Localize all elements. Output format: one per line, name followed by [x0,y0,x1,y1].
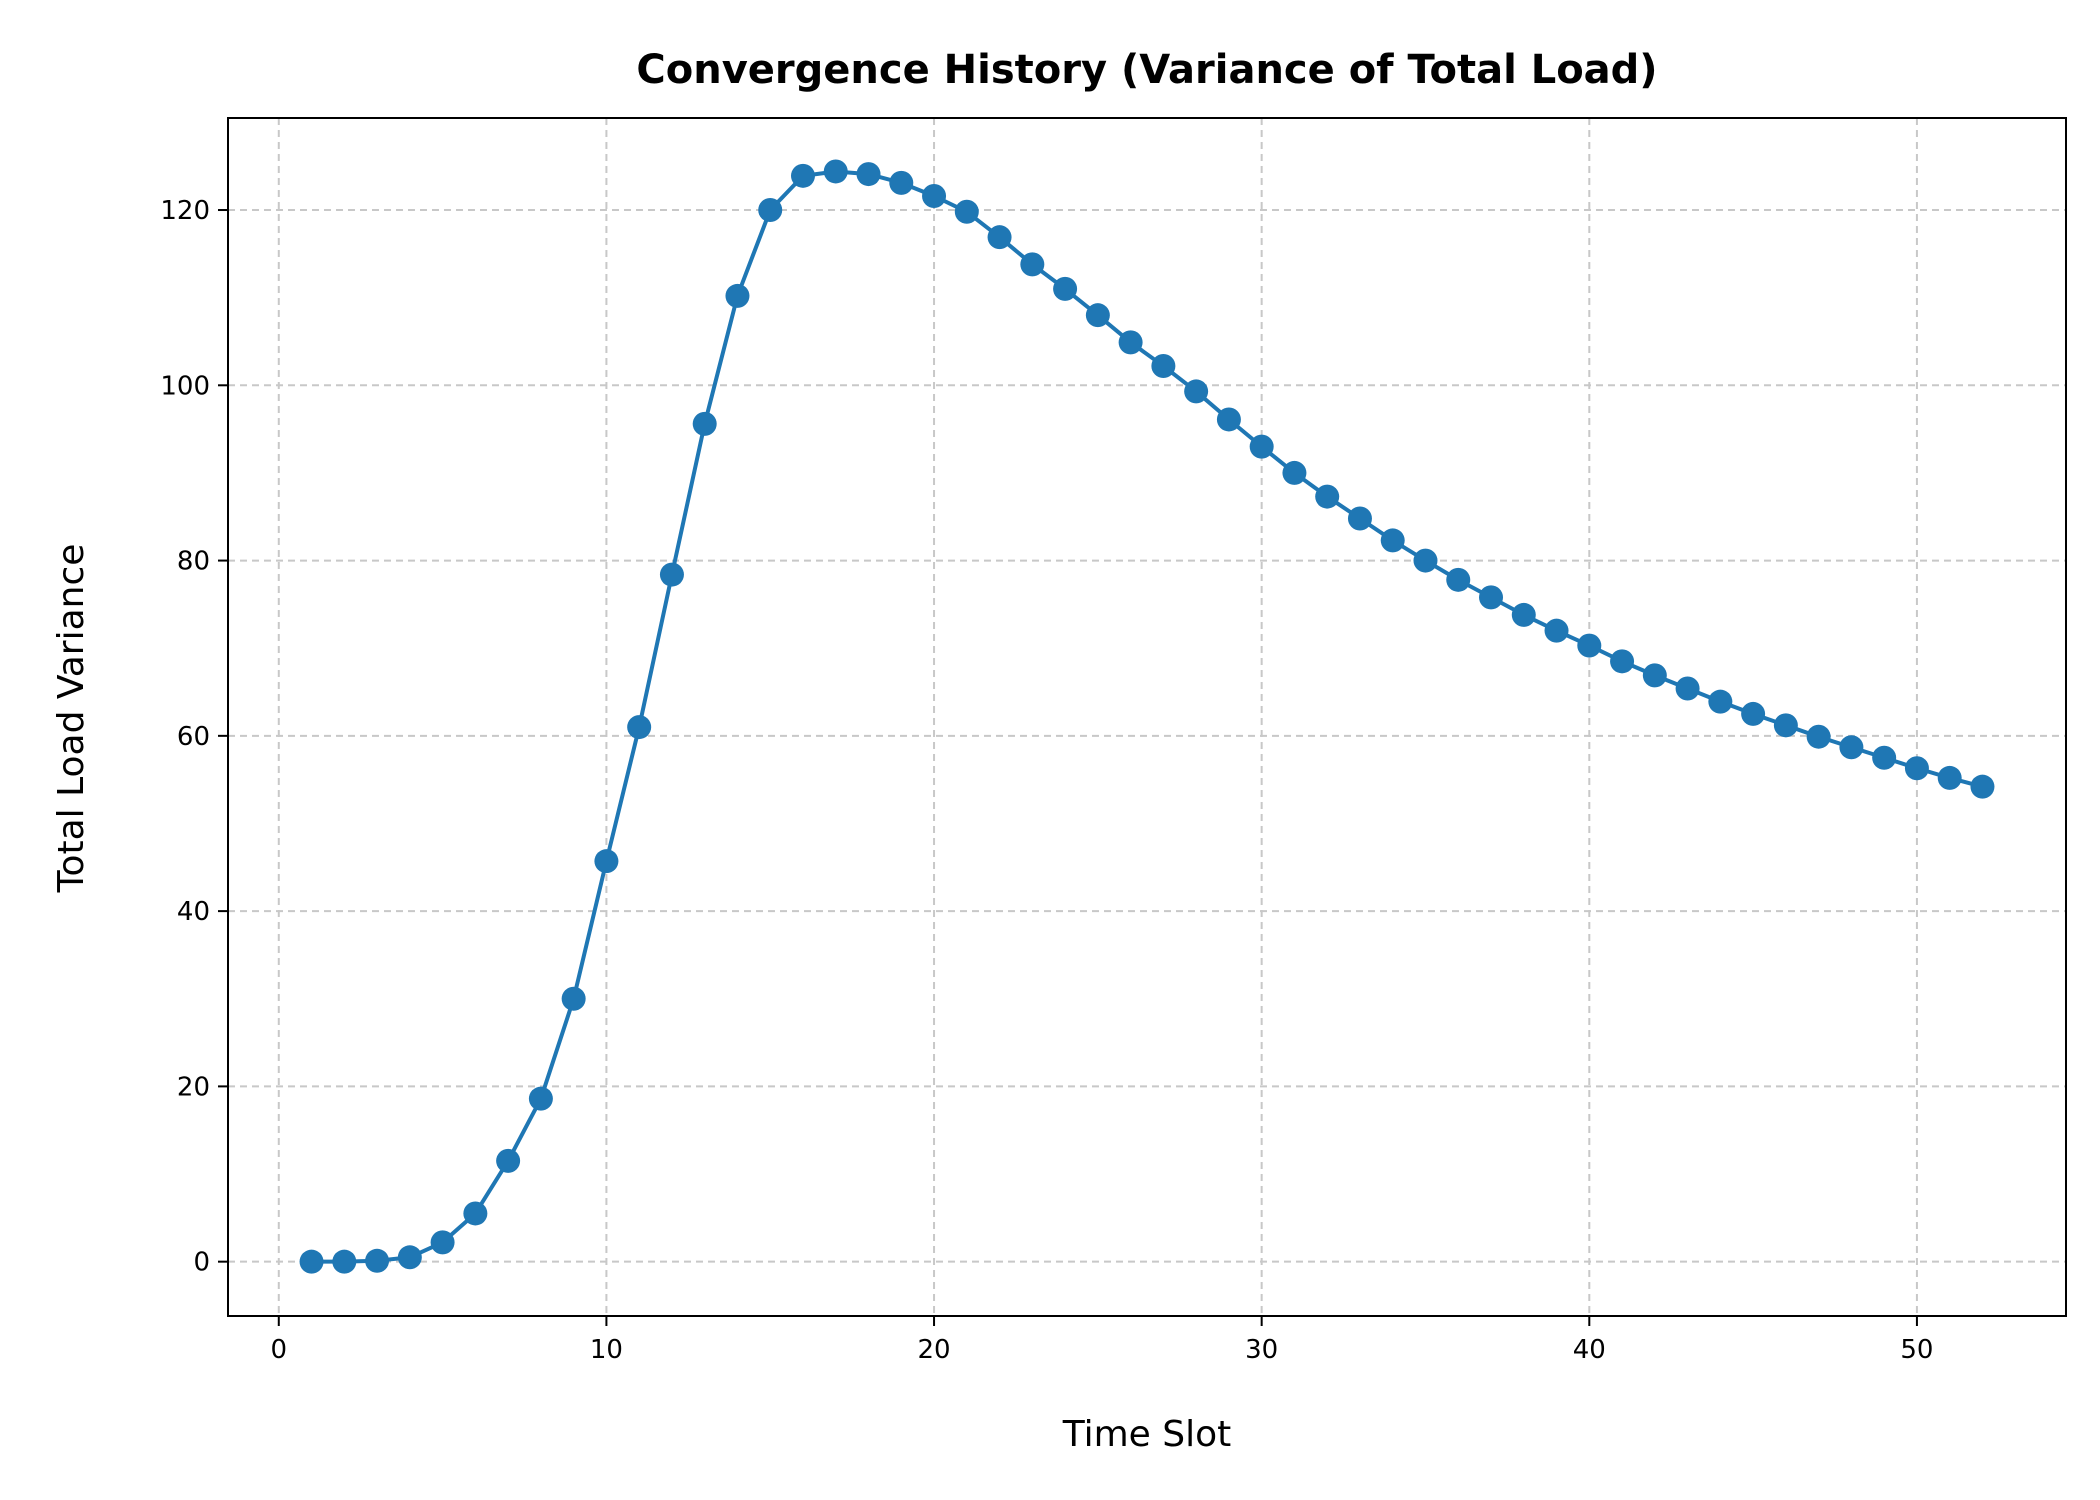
data-point [1249,434,1274,459]
data-point [659,562,684,587]
data-point [1216,407,1241,432]
data-point [332,1249,357,1274]
data-point [463,1201,488,1226]
y-tick-label: 80 [177,547,210,577]
data-point [1347,506,1372,531]
y-tick-label: 120 [160,196,210,226]
data-point [954,199,979,224]
data-point [1511,602,1536,627]
data-point [1577,633,1602,658]
series-line [311,169,1983,1264]
data-point [987,225,1012,250]
y-tick-label: 0 [193,1248,210,1278]
data-point [823,159,848,184]
data-point [1741,701,1766,726]
data-point [1446,567,1471,592]
data-point [1970,774,1995,799]
data-point [1413,548,1438,573]
data-point [856,162,881,187]
data-point [758,198,783,223]
y-tick-label: 20 [177,1072,210,1102]
data-point [1151,354,1176,379]
data-point [1053,276,1078,301]
data-point [725,283,750,308]
chart-title: Convergence History (Variance of Total L… [636,47,1657,93]
x-tick-label: 10 [590,1335,623,1365]
y-tick-label: 40 [177,897,210,927]
plot-frame [227,117,2067,1317]
data-point [1806,724,1831,749]
data-point [1085,303,1110,328]
data-point [1380,528,1405,553]
data-point [1184,379,1209,404]
data-point [1904,756,1929,781]
data-point [1544,618,1569,643]
x-tick-label: 50 [1900,1335,1933,1365]
data-point [790,163,815,188]
data-point [1839,735,1864,760]
data-point [692,411,717,436]
axis-ticks: 0 10 20 30 40 50 0 20 40 60 80 100 120 [160,196,1933,1365]
y-tick-label: 60 [177,722,210,752]
data-point [1479,585,1504,610]
data-point [1020,252,1045,277]
x-tick-label: 0 [271,1335,288,1365]
y-axis-label: Total Load Variance [51,544,92,894]
data-point [922,183,947,208]
grid-lines [228,118,2066,1316]
data-point [1610,649,1635,674]
data-point [1315,484,1340,509]
data-point [1642,663,1667,688]
data-point [1937,765,1962,790]
series-layer [299,159,1995,1274]
data-point [496,1148,521,1173]
data-point [1118,330,1143,355]
data-point [889,170,914,195]
data-point [1872,745,1897,770]
data-point [594,849,619,874]
x-tick-label: 30 [1245,1335,1278,1365]
x-axis-label: Time Slot [1062,1414,1232,1455]
data-point [1282,460,1307,485]
data-point [430,1230,455,1255]
y-tick-label: 100 [160,371,210,401]
data-point [299,1249,324,1274]
data-point [1675,676,1700,701]
data-point [1773,713,1798,738]
data-point [627,715,652,740]
data-point [397,1245,422,1270]
x-tick-label: 40 [1573,1335,1606,1365]
data-point [528,1086,553,1111]
data-point [1708,689,1733,714]
data-point [561,986,586,1011]
x-tick-label: 20 [917,1335,950,1365]
data-point [365,1248,390,1273]
